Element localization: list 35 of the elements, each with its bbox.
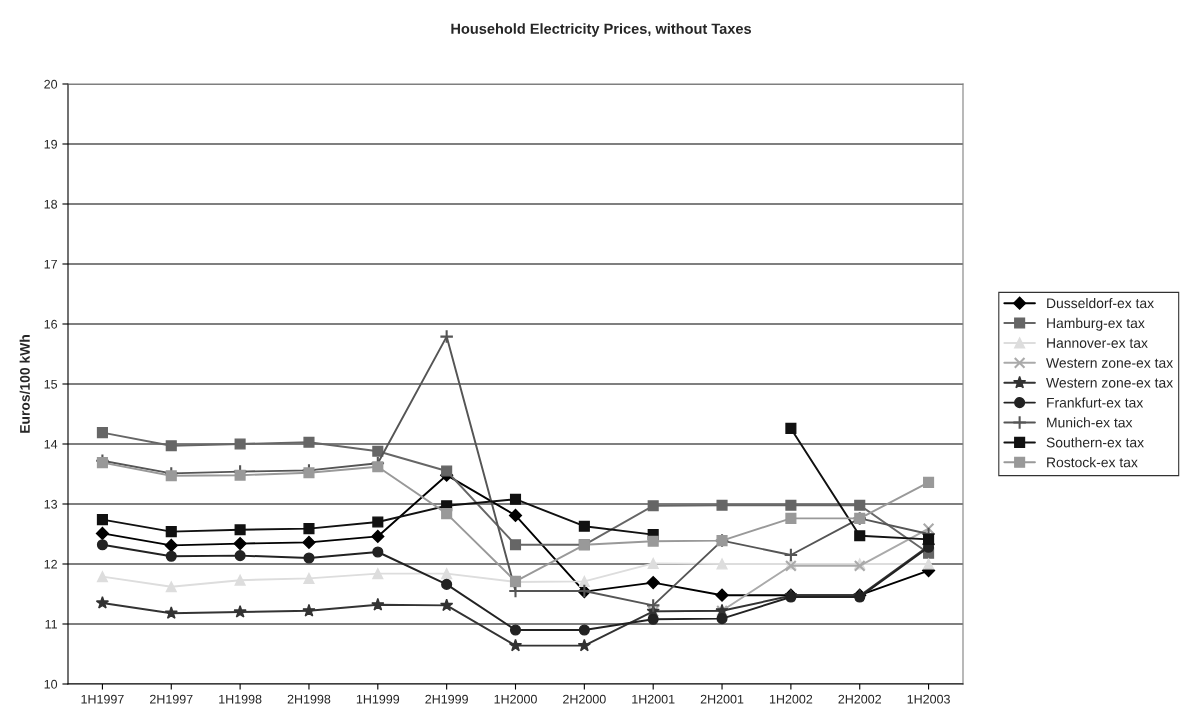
legend-label: Frankfurt-ex tax — [1047, 397, 1144, 408]
y-tick-label: 17 — [44, 259, 57, 269]
x-tick-label: 1H1998 — [219, 694, 262, 704]
legend-label: Munich-ex tax — [1047, 417, 1133, 428]
x-tick-label: 2H2000 — [563, 694, 606, 704]
x-tick-label: 1H2002 — [769, 694, 813, 704]
y-tick-label: 15 — [44, 379, 58, 389]
legend-label: Hamburg-ex tax — [1047, 317, 1145, 331]
legend-label: Southern-ex tax — [1046, 437, 1144, 448]
y-tick-label: 14 — [44, 439, 58, 449]
x-tick-label: 1H2003 — [907, 694, 950, 704]
y-axis-title: Euros/100 kWh — [19, 335, 30, 433]
x-tick-label: 2H1999 — [425, 694, 468, 704]
x-tick-label: 2H2001 — [700, 694, 744, 704]
legend-label: Hannover-ex tax — [1047, 338, 1148, 348]
y-tick-label: 10 — [44, 679, 58, 689]
legend-label: Rostock-ex tax — [1047, 457, 1138, 468]
x-tick-label: 1H1999 — [356, 694, 400, 704]
legend-label: Western zone-ex tax — [1046, 358, 1173, 368]
x-tick-label: 2H2002 — [838, 694, 881, 704]
x-tick-label: 1H2000 — [494, 694, 537, 704]
x-tick-label: 2H1997 — [150, 694, 193, 704]
y-tick-label: 16 — [44, 319, 58, 329]
x-tick-label: 1H1997 — [81, 694, 124, 704]
y-tick-label: 18 — [44, 199, 58, 209]
legend-label: Dusseldorf-ex tax — [1047, 297, 1154, 309]
y-tick-label: 12 — [44, 559, 57, 569]
y-tick-label: 13 — [44, 499, 58, 509]
x-tick-label: 1H2001 — [632, 694, 675, 704]
x-tick-label: 2H1998 — [287, 694, 331, 704]
y-tick-label: 20 — [44, 79, 58, 89]
chart-title: Household Electricity Prices, without Taxes — [451, 23, 752, 37]
y-tick-label: 19 — [44, 139, 57, 149]
y-tick-label: 11 — [45, 619, 57, 629]
legend-label: Western zone-ex tax — [1046, 378, 1173, 388]
